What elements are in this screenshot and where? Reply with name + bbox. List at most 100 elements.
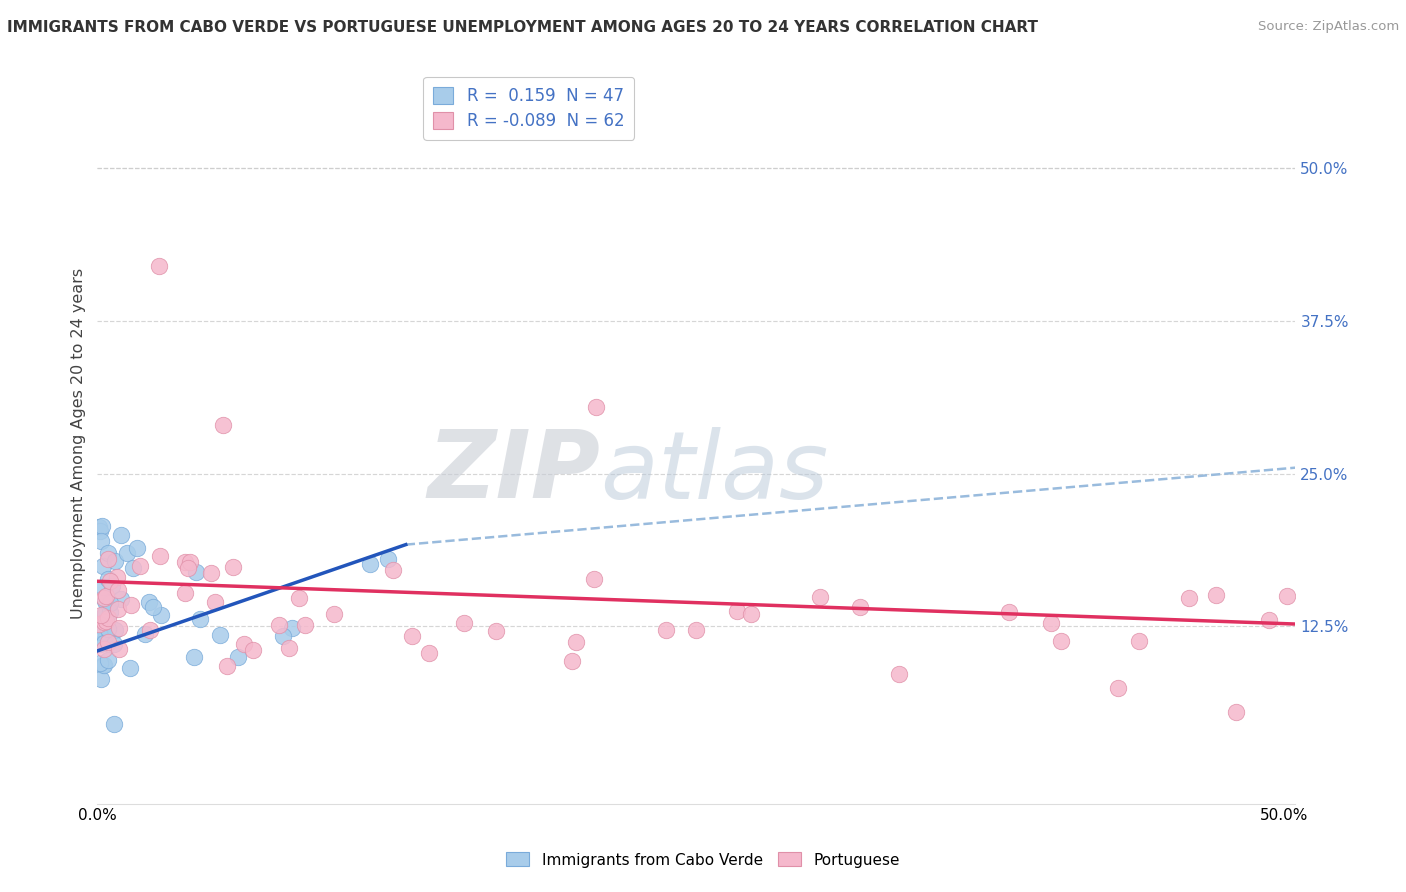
Point bbox=[139, 623, 162, 637]
Point bbox=[89, 524, 111, 538]
Point bbox=[1205, 588, 1227, 602]
Point bbox=[1050, 633, 1073, 648]
Point bbox=[740, 607, 762, 622]
Point bbox=[1258, 613, 1281, 627]
Legend: Immigrants from Cabo Verde, Portuguese: Immigrants from Cabo Verde, Portuguese bbox=[501, 847, 905, 873]
Point bbox=[401, 628, 423, 642]
Point bbox=[149, 608, 172, 623]
Point bbox=[179, 555, 201, 569]
Point bbox=[97, 552, 120, 566]
Point bbox=[107, 582, 129, 597]
Point bbox=[242, 643, 264, 657]
Point bbox=[277, 641, 299, 656]
Text: atlas: atlas bbox=[600, 426, 828, 517]
Point bbox=[87, 617, 110, 632]
Point bbox=[91, 518, 114, 533]
Point bbox=[377, 552, 399, 566]
Point bbox=[204, 595, 226, 609]
Point bbox=[120, 661, 142, 675]
Point bbox=[103, 717, 125, 731]
Point bbox=[565, 635, 588, 649]
Point bbox=[183, 649, 205, 664]
Point bbox=[93, 615, 115, 630]
Point bbox=[226, 650, 249, 665]
Point bbox=[117, 546, 139, 560]
Point bbox=[655, 623, 678, 637]
Point bbox=[271, 629, 294, 643]
Point bbox=[122, 561, 145, 575]
Point bbox=[174, 555, 197, 569]
Point bbox=[89, 624, 111, 639]
Point bbox=[267, 618, 290, 632]
Point bbox=[1128, 634, 1150, 648]
Point bbox=[294, 617, 316, 632]
Point bbox=[134, 626, 156, 640]
Point bbox=[97, 572, 120, 586]
Point bbox=[93, 657, 115, 672]
Point bbox=[215, 658, 238, 673]
Point bbox=[138, 595, 160, 609]
Text: Source: ZipAtlas.com: Source: ZipAtlas.com bbox=[1258, 20, 1399, 33]
Point bbox=[184, 566, 207, 580]
Point bbox=[582, 572, 605, 586]
Text: ZIP: ZIP bbox=[427, 426, 600, 518]
Point bbox=[359, 558, 381, 572]
Point bbox=[90, 607, 112, 622]
Point bbox=[97, 652, 120, 666]
Point bbox=[93, 658, 115, 673]
Point bbox=[93, 608, 115, 623]
Point bbox=[96, 614, 118, 628]
Point bbox=[93, 636, 115, 650]
Point bbox=[188, 612, 211, 626]
Point bbox=[103, 637, 125, 651]
Point bbox=[107, 602, 129, 616]
Point bbox=[120, 599, 142, 613]
Point bbox=[104, 554, 127, 568]
Point bbox=[127, 541, 149, 555]
Point bbox=[381, 563, 404, 577]
Point bbox=[108, 622, 131, 636]
Point bbox=[94, 594, 117, 608]
Point bbox=[177, 561, 200, 575]
Point bbox=[142, 600, 165, 615]
Text: IMMIGRANTS FROM CABO VERDE VS PORTUGUESE UNEMPLOYMENT AMONG AGES 20 TO 24 YEARS : IMMIGRANTS FROM CABO VERDE VS PORTUGUESE… bbox=[7, 20, 1038, 35]
Point bbox=[998, 605, 1021, 619]
Point bbox=[322, 607, 344, 621]
Point bbox=[1107, 681, 1129, 695]
Point bbox=[98, 596, 121, 610]
Point bbox=[90, 672, 112, 686]
Point bbox=[91, 559, 114, 574]
Point bbox=[887, 667, 910, 681]
Point bbox=[808, 590, 831, 604]
Point bbox=[212, 417, 235, 432]
Point bbox=[149, 549, 172, 563]
Point bbox=[91, 580, 114, 594]
Point bbox=[685, 623, 707, 637]
Point bbox=[849, 599, 872, 614]
Point bbox=[97, 611, 120, 625]
Point bbox=[453, 615, 475, 630]
Point bbox=[108, 642, 131, 657]
Point bbox=[105, 570, 128, 584]
Point bbox=[96, 589, 118, 603]
Y-axis label: Unemployment Among Ages 20 to 24 years: Unemployment Among Ages 20 to 24 years bbox=[72, 268, 86, 619]
Point bbox=[94, 606, 117, 620]
Point bbox=[128, 558, 150, 573]
Point bbox=[174, 586, 197, 600]
Point bbox=[110, 528, 132, 542]
Point bbox=[200, 566, 222, 580]
Point bbox=[585, 400, 607, 414]
Legend: R =  0.159  N = 47, R = -0.089  N = 62: R = 0.159 N = 47, R = -0.089 N = 62 bbox=[423, 77, 634, 140]
Point bbox=[94, 627, 117, 641]
Point bbox=[484, 624, 506, 638]
Point bbox=[1225, 705, 1247, 719]
Point bbox=[98, 574, 121, 589]
Point bbox=[97, 622, 120, 636]
Point bbox=[222, 559, 245, 574]
Point bbox=[93, 591, 115, 605]
Point bbox=[148, 259, 170, 273]
Point bbox=[98, 605, 121, 619]
Point bbox=[89, 656, 111, 670]
Point bbox=[93, 642, 115, 657]
Point bbox=[288, 591, 311, 605]
